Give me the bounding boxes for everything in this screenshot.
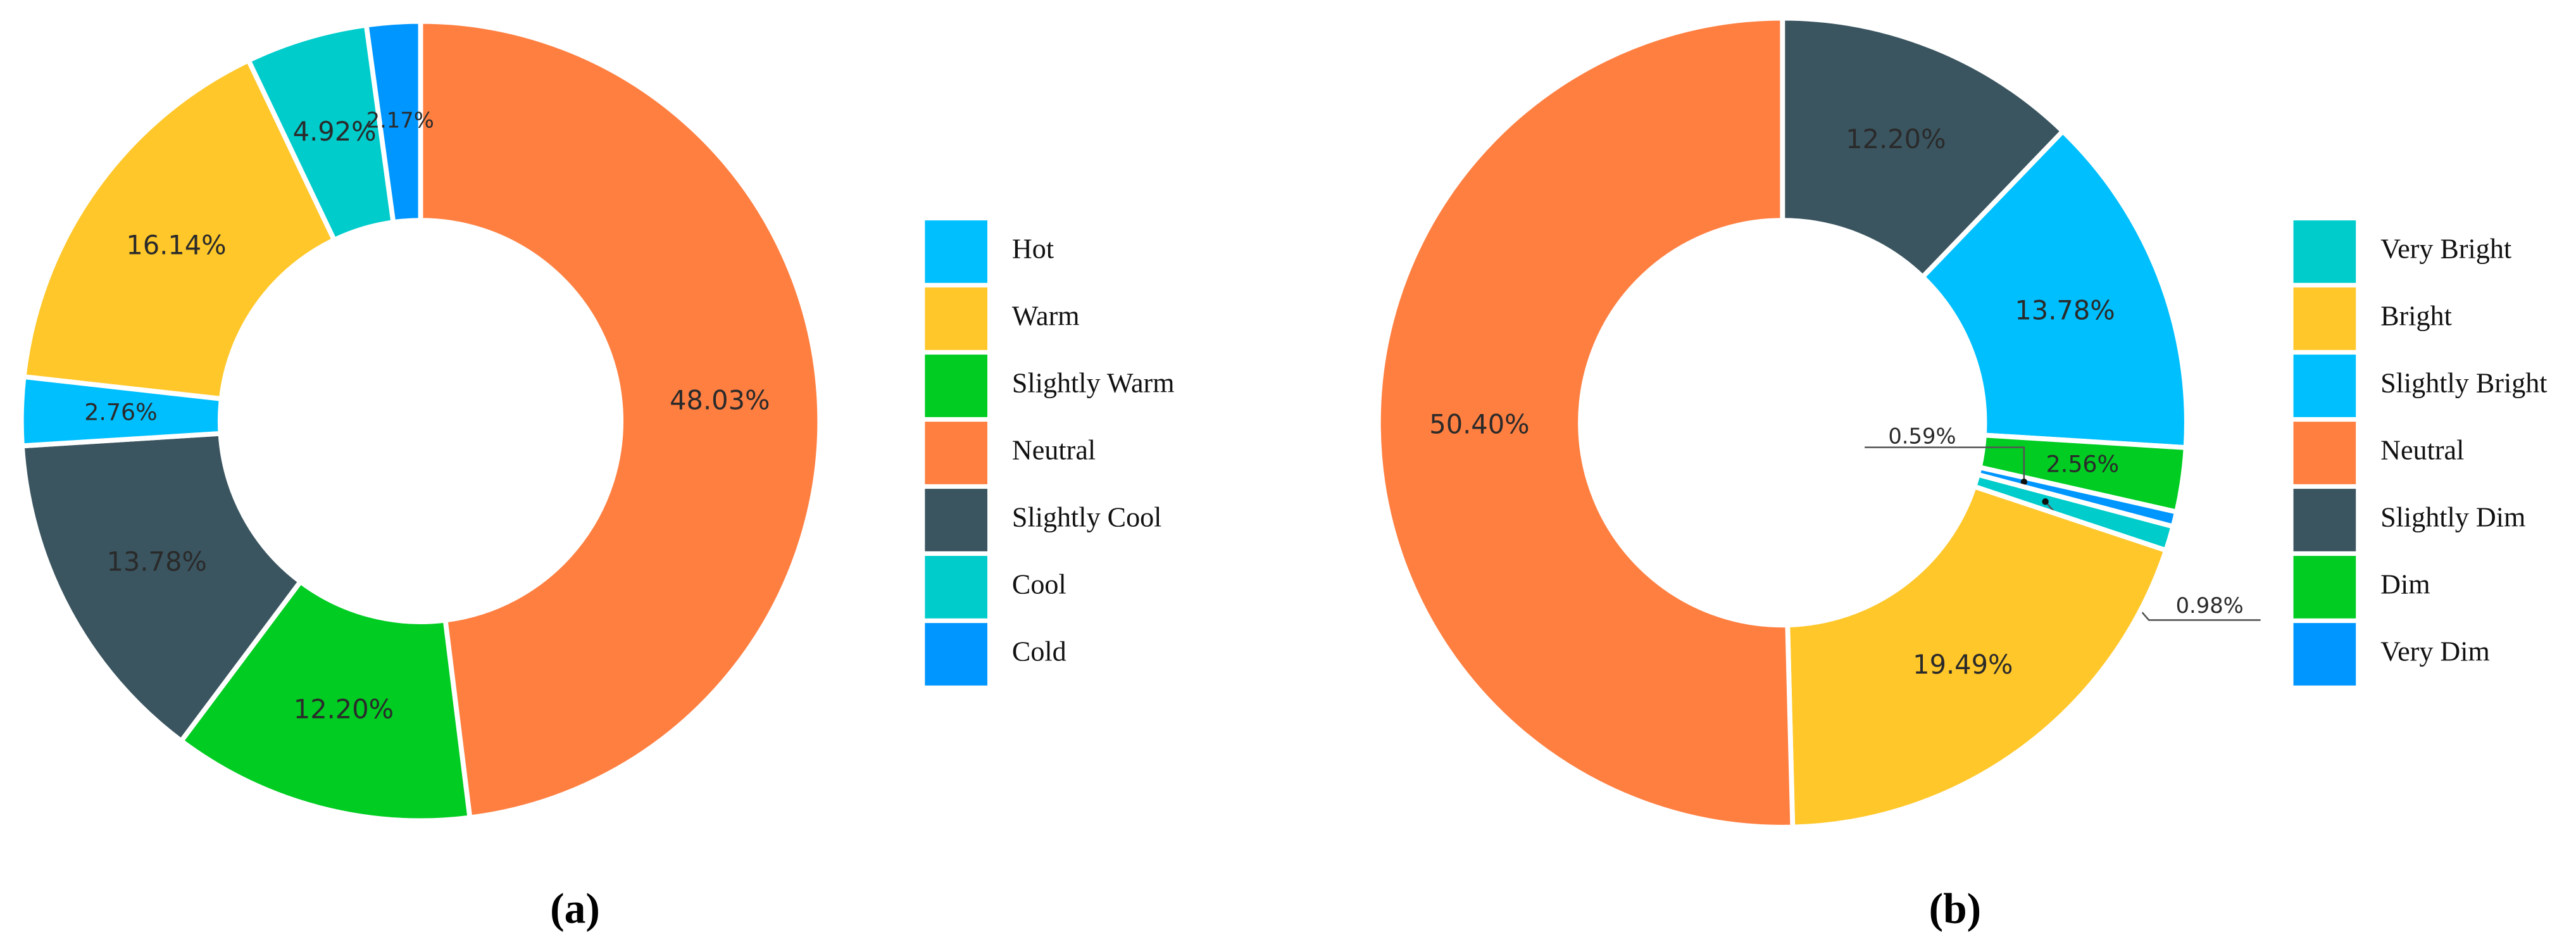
value-label: 2.17% bbox=[366, 108, 434, 133]
legend-label: Very Dim bbox=[2380, 636, 2490, 667]
legend-swatch bbox=[925, 355, 987, 417]
value-label: 0.59% bbox=[1888, 424, 1956, 449]
legend-label: Neutral bbox=[2380, 435, 2464, 466]
value-label: 48.03% bbox=[670, 385, 770, 416]
slice bbox=[363, 18, 423, 225]
caption: (a) bbox=[550, 884, 600, 932]
value-label: 16.14% bbox=[126, 229, 226, 260]
slice bbox=[1919, 127, 2189, 451]
slice bbox=[1375, 15, 1796, 830]
legend-label: Cool bbox=[1012, 569, 1066, 600]
legend-label: Dim bbox=[2380, 569, 2430, 600]
legend-label: Warm bbox=[1012, 301, 1080, 332]
legend-label: Cold bbox=[1012, 636, 1066, 667]
legend-label: Slightly Dim bbox=[2380, 502, 2525, 533]
legend-label: Slightly Warm bbox=[1012, 368, 1175, 399]
legend-label: Bright bbox=[2380, 301, 2452, 332]
legend-swatch bbox=[925, 287, 987, 350]
legend-swatch bbox=[2293, 422, 2356, 484]
legend-label: Hot bbox=[1012, 234, 1054, 265]
legend-swatch bbox=[2293, 287, 2356, 350]
legend-swatch bbox=[2293, 556, 2356, 619]
legend-swatch bbox=[2293, 355, 2356, 417]
legend-swatch bbox=[2293, 220, 2356, 283]
value-label: 13.78% bbox=[2015, 295, 2115, 326]
leader-dot bbox=[2042, 498, 2049, 505]
legend-swatch bbox=[2293, 489, 2356, 551]
legend-label: Slightly Bright bbox=[2380, 368, 2547, 399]
value-label: 12.20% bbox=[294, 693, 394, 724]
legend-swatch bbox=[925, 220, 987, 283]
leader-line bbox=[1865, 446, 2025, 482]
value-label: 2.76% bbox=[84, 398, 157, 425]
slice bbox=[1780, 15, 2066, 281]
value-label: 2.56% bbox=[2046, 450, 2119, 477]
legend-label: Neutral bbox=[1012, 435, 1096, 466]
value-label: 12.20% bbox=[1846, 123, 1946, 154]
legend-label: Slightly Cool bbox=[1012, 502, 1162, 533]
legend-swatch bbox=[925, 422, 987, 484]
leader-dot bbox=[2020, 478, 2028, 486]
value-label: 19.49% bbox=[1913, 649, 2013, 680]
slice bbox=[1785, 483, 2170, 830]
value-label: 0.98% bbox=[2176, 593, 2244, 618]
value-label: 50.40% bbox=[1429, 409, 1529, 440]
legend-swatch bbox=[925, 489, 987, 551]
value-label: 13.78% bbox=[107, 546, 207, 577]
legend-swatch bbox=[925, 623, 987, 686]
slice bbox=[418, 18, 823, 820]
slice bbox=[21, 57, 338, 402]
legend-label: Very Bright bbox=[2380, 234, 2511, 265]
caption: (b) bbox=[1929, 884, 1981, 932]
slice bbox=[19, 431, 304, 745]
legend-swatch bbox=[2293, 623, 2356, 686]
legend-swatch bbox=[925, 556, 987, 619]
slice bbox=[177, 578, 473, 824]
value-label: 4.92% bbox=[293, 116, 377, 147]
